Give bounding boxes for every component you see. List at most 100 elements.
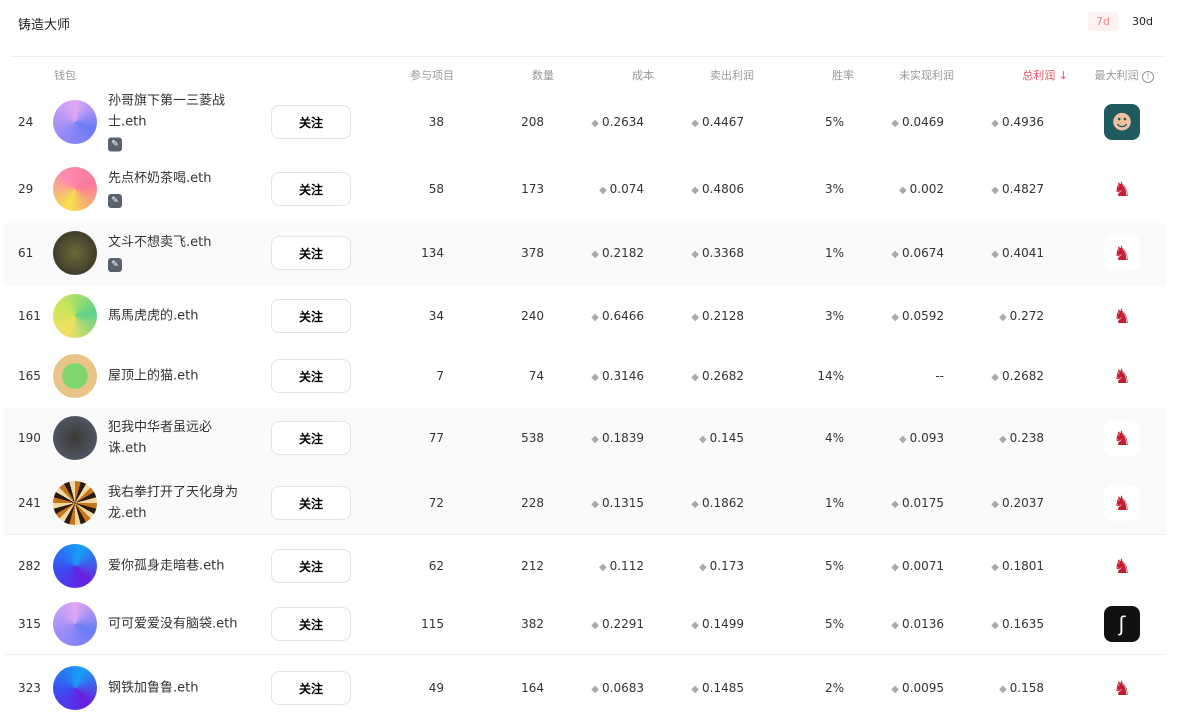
win-cell: 3% xyxy=(825,182,844,196)
header-sell-profit[interactable]: 卖出利润 xyxy=(710,69,754,82)
unrealized-value: 0.0592 xyxy=(902,309,944,323)
wallet-name-cell[interactable]: 屋顶上的猫.eth xyxy=(108,366,248,387)
table-row[interactable]: 24 孙哥旗下第一三菱战士.eth ✎ 关注 38 208 ◆ 0.2634 ◆ 0.4467 5%… xyxy=(4,90,1166,154)
wallet-name[interactable]: 孙哥旗下第一三菱战士.eth xyxy=(108,93,226,130)
max-profit-nft-icon[interactable]: ♞ xyxy=(1104,670,1140,706)
eth-icon: ◆ xyxy=(998,434,1007,445)
table-row[interactable]: 315 可可爱爱没有脑袋.eth 关注 115 382 ◆ 0.2291 ◆ 0.1499 5% ◆… xyxy=(4,596,1166,654)
wallet-name[interactable]: 爱你孤身走暗巷.eth xyxy=(108,558,225,574)
follow-button[interactable]: 关注 xyxy=(271,359,351,393)
total-cell: ◆ 0.1635 xyxy=(991,617,1044,631)
cost-value: 0.112 xyxy=(609,559,644,573)
sell-value: 0.1499 xyxy=(702,617,744,631)
max-profit-nft-icon[interactable]: ʃ xyxy=(1104,606,1140,642)
wallet-name[interactable]: 先点杯奶茶喝.eth xyxy=(108,171,212,186)
eth-icon: ◆ xyxy=(598,185,607,196)
follow-button[interactable]: 关注 xyxy=(271,299,351,333)
cost-cell: ◆ 0.2182 xyxy=(591,246,644,260)
follow-button[interactable]: 关注 xyxy=(271,671,351,705)
header-projects[interactable]: 参与项目 xyxy=(410,69,454,82)
header-unrealized[interactable]: 未实现利润 xyxy=(899,69,954,82)
wallet-name-cell[interactable]: 我右拳打开了天化身为龙.eth xyxy=(108,482,248,524)
table-row[interactable]: 29 先点杯奶茶喝.eth ✎ 关注 58 173 ◆ 0.074 ◆ 0.4806 3% ◆ 0.00… xyxy=(4,154,1166,223)
wallet-name-cell[interactable]: 文斗不想卖飞.eth ✎ xyxy=(108,232,248,274)
avatar[interactable] xyxy=(53,354,97,398)
wallet-name[interactable]: 犯我中华者虽远必诛.eth xyxy=(108,420,213,456)
avatar[interactable] xyxy=(53,602,97,646)
follow-button[interactable]: 关注 xyxy=(271,172,351,206)
table-row[interactable]: 282 爱你孤身走暗巷.eth 关注 62 212 ◆ 0.112 ◆ 0.173 5% ◆ 0.00… xyxy=(4,534,1166,597)
wallet-name[interactable]: 可可爱爱没有脑袋.eth xyxy=(108,616,238,632)
avatar[interactable] xyxy=(53,231,97,275)
wallet-name[interactable]: 屋顶上的猫.eth xyxy=(108,368,199,384)
avatar[interactable] xyxy=(53,481,97,525)
table-row[interactable]: 61 文斗不想卖飞.eth ✎ 关注 134 378 ◆ 0.2182 ◆ 0.3368 1% ◆ 0.… xyxy=(4,223,1166,286)
total-value: 0.1801 xyxy=(1002,559,1044,573)
follow-button[interactable]: 关注 xyxy=(271,236,351,270)
rank: 241 xyxy=(18,496,41,510)
header-total-profit[interactable]: 总利润 ↓ xyxy=(1022,67,1068,83)
sell-value: 0.2682 xyxy=(702,369,744,383)
brush-icon: ✎ xyxy=(108,137,122,152)
avatar[interactable] xyxy=(53,544,97,588)
eth-icon: ◆ xyxy=(691,185,699,196)
wallet-name-cell[interactable]: 孙哥旗下第一三菱战士.eth ✎ xyxy=(108,91,248,154)
max-profit-nft-icon[interactable]: ♞ xyxy=(1104,485,1140,521)
max-profit-nft-icon[interactable]: ♞ xyxy=(1104,358,1140,394)
wallet-name-cell[interactable]: 可可爱爱没有脑袋.eth xyxy=(108,614,248,635)
wallet-name-cell[interactable]: 爱你孤身走暗巷.eth xyxy=(108,556,248,577)
wallet-name-cell[interactable]: 馬馬虎虎的.eth xyxy=(108,306,248,327)
max-profit-nft-icon[interactable]: ☻ xyxy=(1104,104,1140,140)
wallet-name[interactable]: 馬馬虎虎的.eth xyxy=(108,308,199,324)
table-row[interactable]: 241 我右拳打开了天化身为龙.eth 关注 72 228 ◆ 0.1315 ◆ 0.1862 1… xyxy=(4,470,1166,534)
quantity-cell: 164 xyxy=(521,681,544,695)
header-win-rate[interactable]: 胜率 xyxy=(832,69,854,82)
max-profit-nft-icon[interactable]: ♞ xyxy=(1104,171,1140,207)
follow-button[interactable]: 关注 xyxy=(271,105,351,139)
wallet-name[interactable]: 钢铁加鲁鲁.eth xyxy=(108,680,199,696)
win-cell: 1% xyxy=(825,246,844,260)
header-cost[interactable]: 成本 xyxy=(632,69,654,82)
table-row[interactable]: 165 屋顶上的猫.eth 关注 7 74 ◆ 0.3146 ◆ 0.2682 14% -- ◆ 0.2… xyxy=(4,346,1166,408)
avatar[interactable] xyxy=(53,100,97,144)
max-profit-nft-icon[interactable]: ♞ xyxy=(1104,235,1140,271)
period-7d[interactable]: 7d xyxy=(1088,12,1118,31)
wallet-name[interactable]: 文斗不想卖飞.eth xyxy=(108,235,212,250)
header-max-profit[interactable]: 最大利润 ! xyxy=(1095,67,1154,83)
win-cell: 4% xyxy=(825,431,844,445)
max-profit-nft-icon[interactable]: ♞ xyxy=(1104,420,1140,456)
follow-button[interactable]: 关注 xyxy=(271,607,351,641)
table-row[interactable]: 161 馬馬虎虎的.eth 关注 34 240 ◆ 0.6466 ◆ 0.2128 3% ◆ 0.05… xyxy=(4,286,1166,346)
projects-value: 34 xyxy=(428,309,444,323)
eth-icon: ◆ xyxy=(691,684,699,695)
max-profit-nft-icon[interactable]: ♞ xyxy=(1104,298,1140,334)
period-30d[interactable]: 30d xyxy=(1132,15,1153,28)
follow-button[interactable]: 关注 xyxy=(271,549,351,583)
win-cell: 1% xyxy=(825,496,844,510)
projects-value: 58 xyxy=(428,182,444,196)
table-row[interactable]: 323 钢铁加鲁鲁.eth 关注 49 164 ◆ 0.0683 ◆ 0.1485 2% ◆ 0.00… xyxy=(4,654,1166,721)
avatar[interactable] xyxy=(53,167,97,211)
header-quantity[interactable]: 数量 xyxy=(532,69,554,82)
info-icon[interactable]: ! xyxy=(1142,71,1154,83)
wallet-name-cell[interactable]: 犯我中华者虽远必诛.eth xyxy=(108,417,248,459)
eth-icon: ◆ xyxy=(991,249,999,260)
max-profit-nft-icon[interactable]: ♞ xyxy=(1104,548,1140,584)
unrealized-value: 0.0175 xyxy=(902,496,944,510)
sell-cell: ◆ 0.2682 xyxy=(691,369,744,383)
sell-cell: ◆ 0.4467 xyxy=(691,115,744,129)
table-row[interactable]: 190 犯我中华者虽远必诛.eth 关注 77 538 ◆ 0.1839 ◆ 0.145 4% ◆ 0… xyxy=(4,408,1166,470)
avatar[interactable] xyxy=(53,416,97,460)
wallet-name[interactable]: 我右拳打开了天化身为龙.eth xyxy=(108,485,239,521)
follow-button[interactable]: 关注 xyxy=(271,421,351,455)
eth-icon: ◆ xyxy=(998,312,1007,323)
avatar[interactable] xyxy=(53,294,97,338)
wallet-name-cell[interactable]: 先点杯奶茶喝.eth ✎ xyxy=(108,168,248,210)
eth-icon: ◆ xyxy=(991,499,999,510)
avatar[interactable] xyxy=(53,666,97,710)
follow-button[interactable]: 关注 xyxy=(271,486,351,520)
eth-icon: ◆ xyxy=(591,434,599,445)
quantity-value: 378 xyxy=(521,246,544,260)
unrealized-value: -- xyxy=(935,369,944,383)
wallet-name-cell[interactable]: 钢铁加鲁鲁.eth xyxy=(108,678,248,699)
